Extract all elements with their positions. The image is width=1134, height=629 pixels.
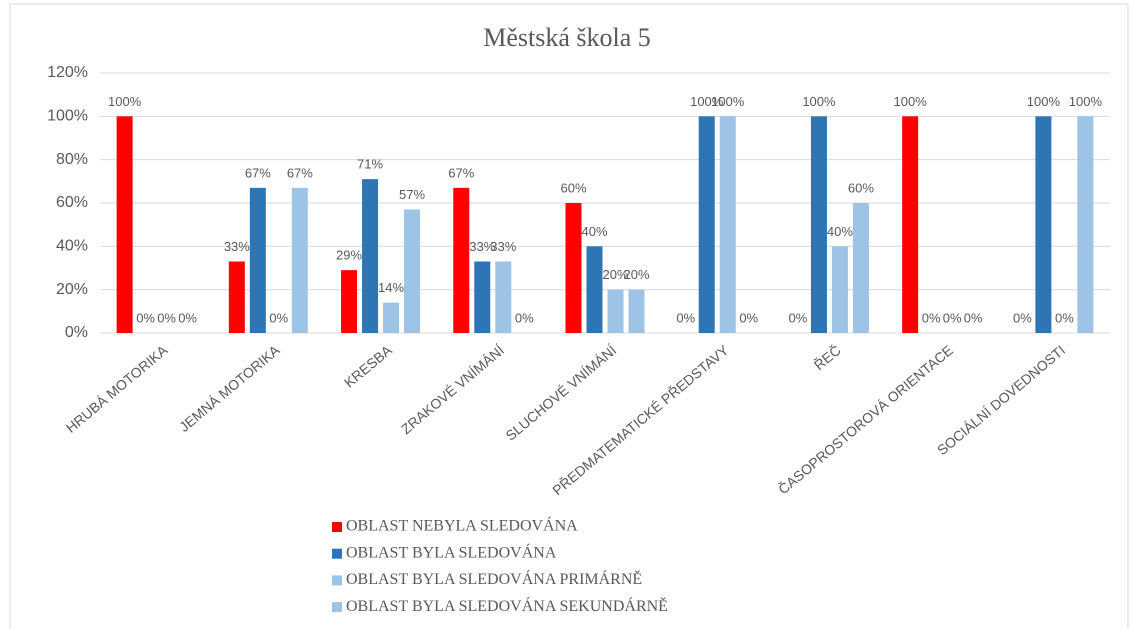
bar [902, 116, 919, 333]
data-label: 67% [448, 165, 474, 180]
data-label: 0% [922, 310, 941, 325]
data-label: 0% [269, 310, 288, 325]
legend-label: OBLAST BYLA SLEDOVÁNA PRIMÁRNĚ [346, 569, 642, 588]
legend-label: OBLAST BYLA SLEDOVÁNA SEKUNDÁRNĚ [346, 596, 668, 615]
bar [453, 187, 470, 333]
bar [852, 203, 869, 333]
data-label: 100% [108, 94, 142, 109]
y-tick-label: 80% [56, 151, 88, 168]
data-label: 40% [827, 224, 853, 239]
data-label: 20% [623, 267, 649, 282]
data-label: 0% [739, 310, 758, 325]
bar [495, 261, 512, 333]
bar [586, 246, 603, 333]
bar [116, 116, 133, 333]
legend-swatch [332, 575, 342, 586]
data-label: 57% [399, 187, 425, 202]
data-label: 29% [336, 248, 362, 263]
data-label: 60% [848, 180, 874, 195]
bar [474, 261, 491, 333]
y-tick-label: 40% [56, 238, 88, 255]
data-label: 0% [136, 310, 155, 325]
data-label: 60% [560, 180, 586, 195]
data-label: 67% [287, 165, 313, 180]
data-label: 0% [178, 310, 197, 325]
data-label: 0% [943, 310, 962, 325]
y-tick-label: 120% [47, 64, 88, 81]
bar [404, 209, 421, 333]
bar [565, 203, 582, 333]
data-label: 0% [676, 310, 695, 325]
bar [719, 116, 736, 333]
legend-swatch [332, 522, 342, 532]
bar [831, 246, 848, 333]
bar [249, 187, 266, 333]
bar [628, 289, 645, 333]
data-label: 67% [245, 165, 271, 180]
bar [383, 302, 400, 333]
bar [341, 270, 358, 333]
chart-title: Městská škola 5 [483, 23, 651, 52]
bar [1035, 116, 1052, 333]
data-label: 71% [357, 157, 383, 172]
y-tick-label: 0% [65, 324, 88, 341]
data-label: 14% [378, 280, 404, 295]
bar [228, 261, 245, 333]
bar [698, 116, 715, 333]
data-label: 100% [690, 94, 724, 109]
y-tick-label: 20% [56, 281, 88, 298]
legend-label: OBLAST BYLA SLEDOVÁNA [346, 542, 557, 561]
y-tick-label: 60% [56, 194, 88, 211]
data-label: 20% [602, 267, 628, 282]
data-label: 33% [469, 239, 495, 254]
data-label: 100% [802, 94, 836, 109]
y-tick-label: 100% [47, 108, 88, 125]
data-label: 0% [789, 310, 808, 325]
data-label: 100% [894, 94, 928, 109]
data-label: 0% [964, 310, 983, 325]
data-label: 100% [711, 94, 745, 109]
data-label: 33% [490, 239, 516, 254]
bar [810, 116, 827, 333]
data-label: 0% [157, 310, 176, 325]
bar [362, 179, 379, 333]
data-label: 100% [1069, 94, 1103, 109]
legend-label: OBLAST NEBYLA SLEDOVÁNA [346, 516, 578, 535]
data-label: 100% [1027, 94, 1061, 109]
data-label: 0% [515, 310, 534, 325]
legend-swatch [332, 602, 342, 613]
data-label: 33% [224, 239, 250, 254]
bar [607, 289, 624, 333]
data-label: 0% [1013, 310, 1032, 325]
data-label: 0% [1055, 310, 1074, 325]
legend-swatch [332, 548, 342, 559]
bar [1077, 116, 1094, 333]
data-label: 40% [581, 224, 607, 239]
bar [291, 187, 308, 333]
